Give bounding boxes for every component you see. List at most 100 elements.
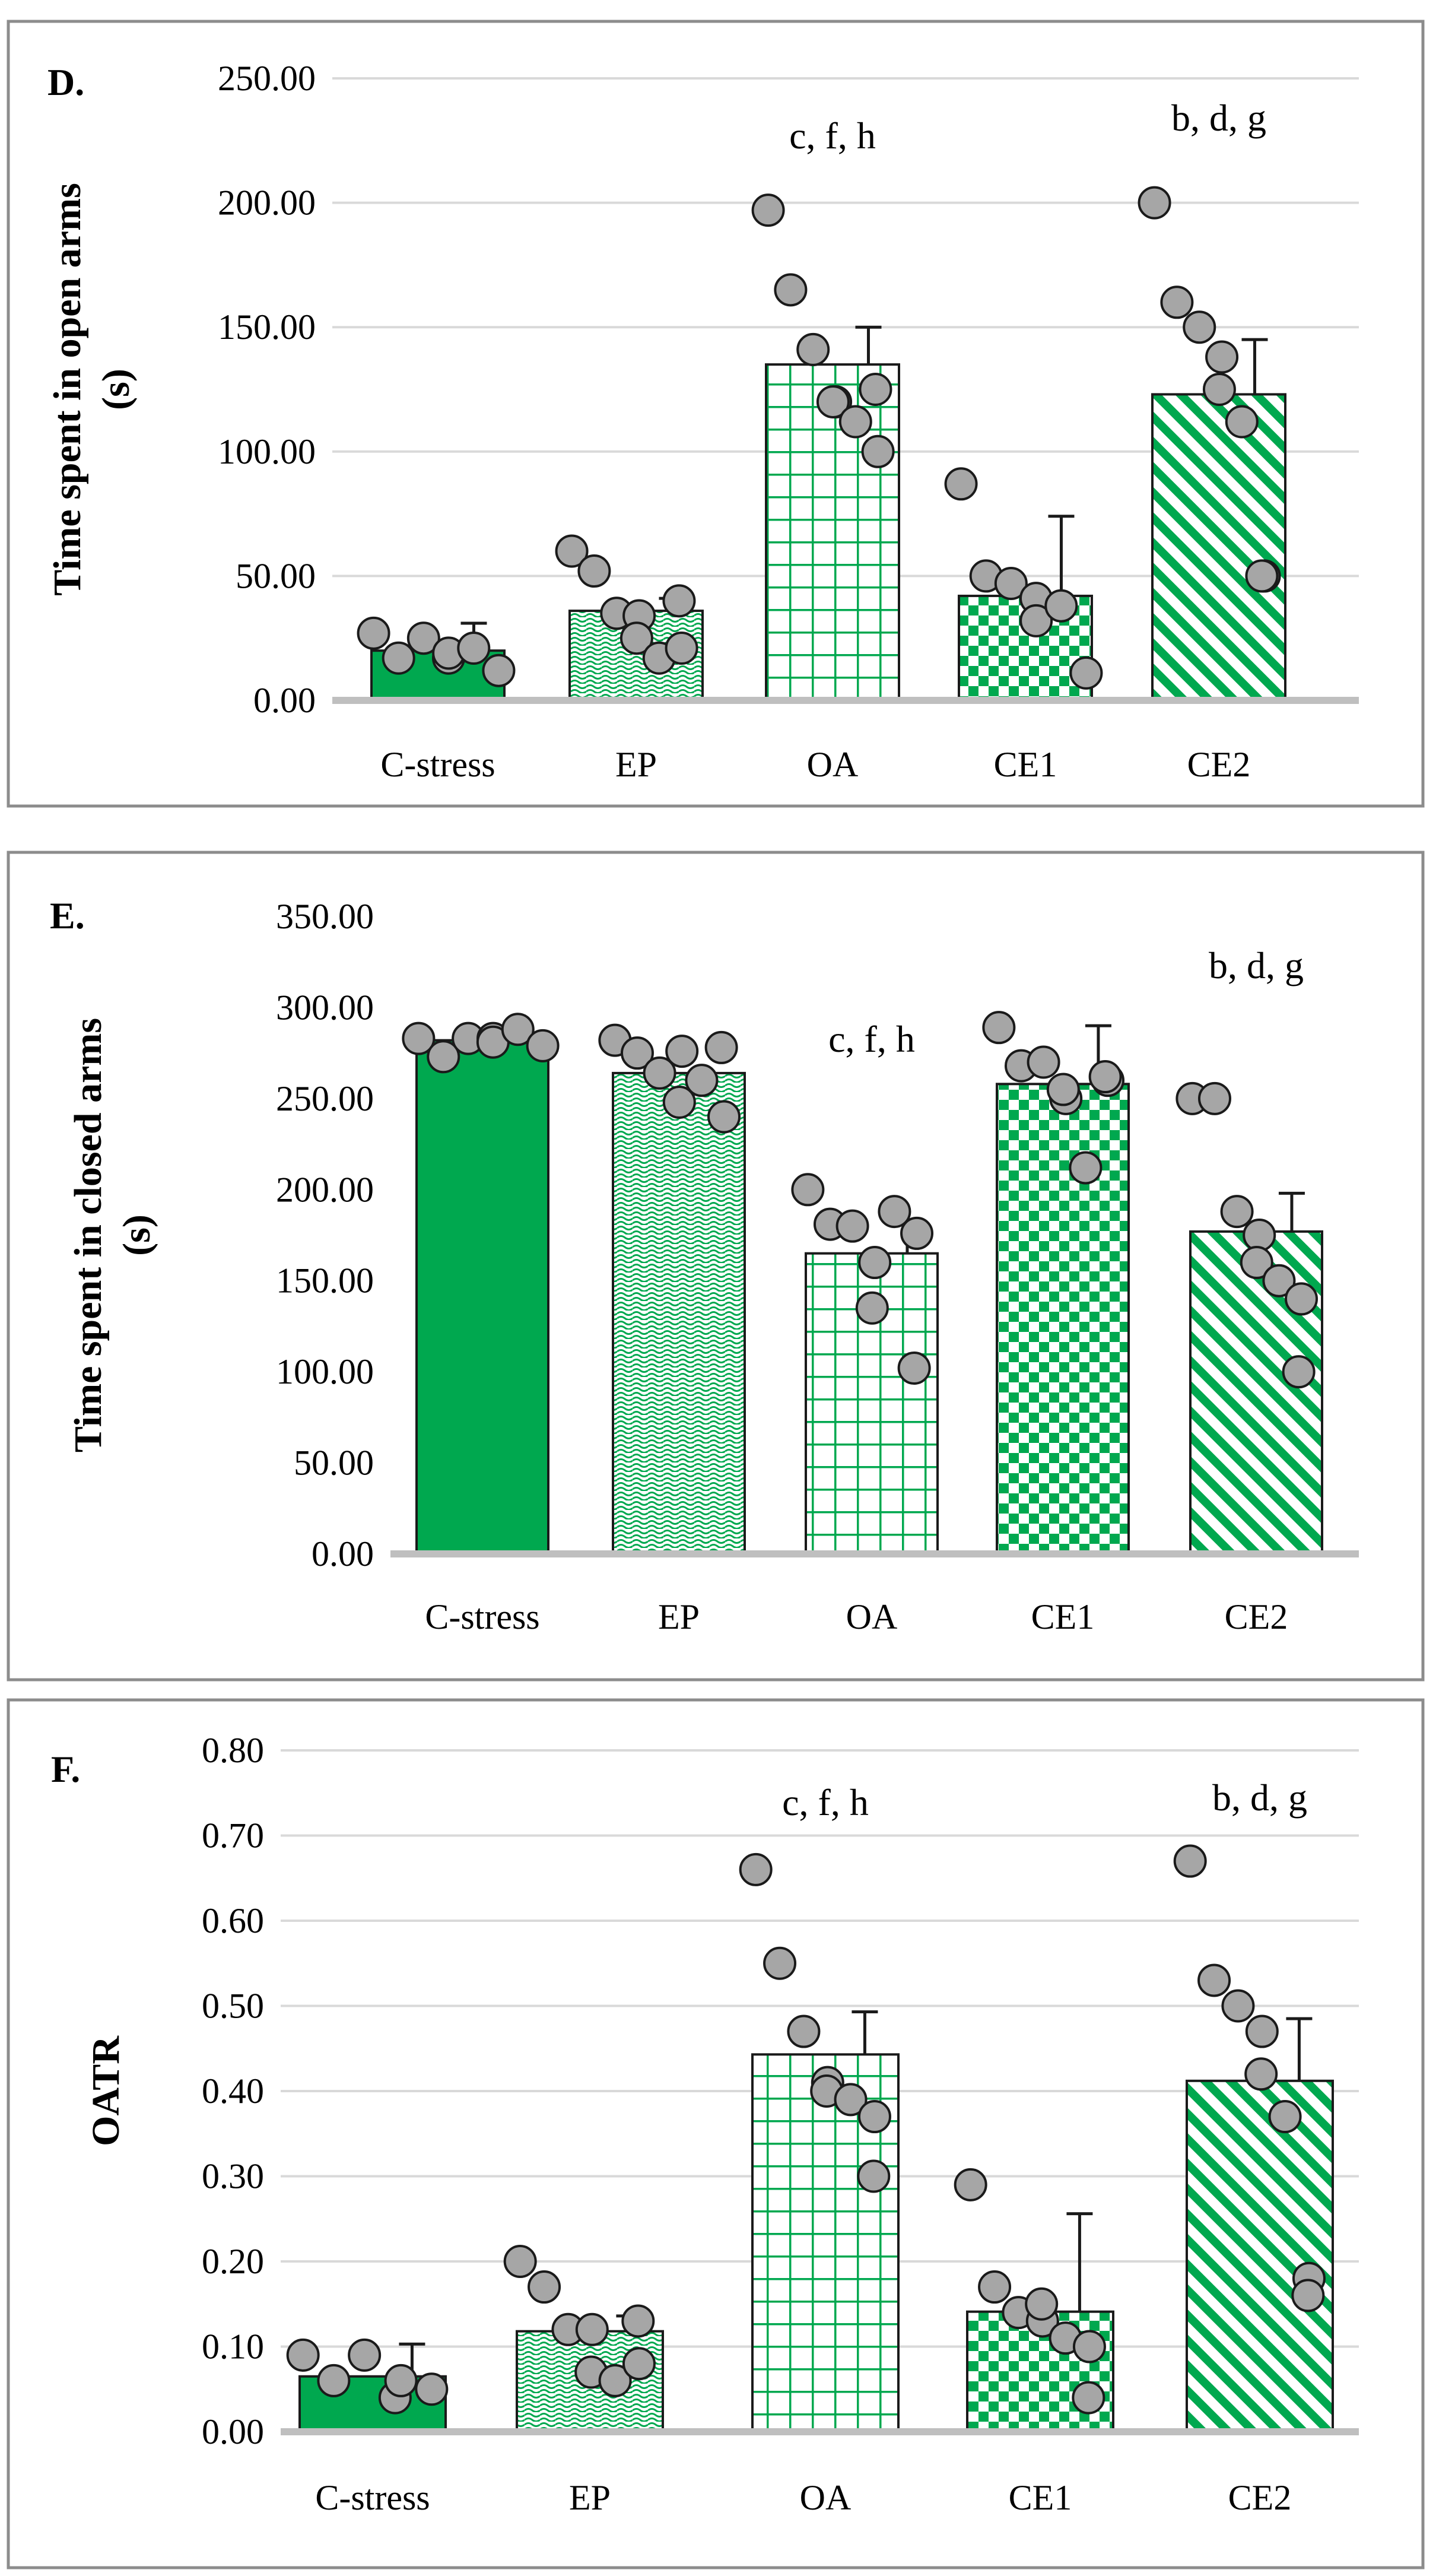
y-tick-label: 0.00: [312, 1534, 374, 1573]
data-point: [665, 1035, 699, 1068]
bar-c-stress: [415, 1039, 549, 1555]
data-point: [402, 1021, 436, 1055]
data-point: [858, 1246, 892, 1280]
chart-panel-f: 0.00 0.10 0.20 0.30 0.40 0.50 0.60 0.70 0.80 C-st…: [7, 1698, 1425, 2569]
data-point: [878, 1195, 911, 1229]
data-point: [457, 631, 491, 665]
data-point: [317, 2364, 351, 2397]
y-axis-title: Time spent in closed arms (s): [66, 1018, 158, 1452]
data-point: [774, 273, 808, 307]
data-point: [861, 434, 895, 468]
data-point: [1027, 1045, 1060, 1079]
bar-ce2: [1186, 2079, 1334, 2433]
data-point: [1243, 1219, 1276, 1252]
x-tick-label: C-stress: [315, 2478, 430, 2517]
data-point: [1240, 1246, 1273, 1280]
y-tick-label: 100.00: [218, 432, 316, 471]
data-point: [575, 2312, 609, 2346]
x-tick-label: CE2: [1228, 2478, 1292, 2517]
y-tick-label: 0.50: [202, 1987, 264, 2026]
data-point: [1221, 1989, 1255, 2023]
data-point: [1205, 340, 1239, 374]
y-tick-label: 0.30: [202, 2157, 264, 2196]
data-point: [1225, 405, 1259, 439]
data-point: [482, 653, 516, 687]
y-tick-label: 0.60: [202, 1901, 264, 1940]
data-point: [1025, 2287, 1059, 2321]
bar-ce1: [996, 1083, 1130, 1555]
data-point: [900, 1216, 934, 1250]
significance-annotation: c, f, h: [828, 1018, 915, 1060]
data-point: [501, 1013, 535, 1046]
x-tick-label: CE2: [1187, 745, 1251, 784]
x-tick-label: CE2: [1225, 1597, 1288, 1636]
data-point: [384, 2364, 418, 2397]
data-point: [348, 2338, 382, 2372]
data-point: [528, 2270, 561, 2304]
y-tick-label: 200.00: [276, 1170, 374, 1209]
data-point: [787, 2015, 821, 2048]
data-point: [643, 1056, 676, 1090]
data-point: [763, 1946, 797, 1980]
data-point: [1202, 373, 1236, 406]
x-tick-label: CE1: [1009, 2478, 1072, 2517]
data-point: [791, 1173, 825, 1207]
data-point: [954, 2168, 987, 2201]
data-point: [415, 2372, 449, 2406]
data-point: [357, 616, 390, 650]
significance-annotation: b, d, g: [1212, 1776, 1307, 1819]
data-point: [1285, 1282, 1319, 1316]
data-point: [857, 2100, 891, 2134]
data-point: [978, 2270, 1012, 2304]
data-point: [1245, 2015, 1279, 2048]
data-point: [577, 554, 611, 588]
y-tick-label: 0.00: [202, 2412, 264, 2451]
x-tick-label: C-stress: [425, 1597, 539, 1636]
data-point: [1245, 559, 1279, 593]
data-point: [1197, 1963, 1231, 1997]
data-point: [1183, 310, 1216, 344]
chart-panel-d: 0.00 50.00 100.00 150.00 200.00 250.00 C-stres…: [7, 20, 1425, 808]
data-point: [382, 641, 415, 675]
data-point: [555, 534, 589, 568]
data-point: [834, 2083, 868, 2117]
significance-annotation: b, d, g: [1171, 97, 1266, 139]
panel-label: D.: [47, 61, 84, 103]
data-point: [526, 1029, 560, 1062]
data-point: [622, 2347, 656, 2381]
x-tick-label: OA: [807, 745, 859, 784]
data-point: [1282, 1355, 1316, 1389]
data-point: [1069, 656, 1103, 690]
data-point: [835, 1209, 869, 1243]
y-tick-label: 50.00: [236, 556, 316, 595]
data-point: [1197, 1081, 1231, 1115]
y-tick-label: 50.00: [294, 1444, 374, 1483]
x-tick-label: CE1: [1031, 1597, 1095, 1636]
y-tick-label: 0.20: [202, 2242, 264, 2281]
x-tick-label: OA: [846, 1597, 898, 1636]
data-point: [857, 2159, 891, 2193]
data-point: [286, 2338, 320, 2372]
data-point: [1173, 1844, 1207, 1878]
data-point: [838, 405, 872, 439]
panel-label: E.: [50, 894, 85, 937]
data-point: [816, 385, 850, 418]
significance-annotation: b, d, g: [1209, 944, 1304, 986]
chart-panel-e: 0.00 50.00 100.00 150.00 200.00 250.00 300.00 3…: [7, 851, 1425, 1682]
data-point: [619, 621, 653, 655]
data-point: [859, 373, 892, 406]
data-point: [944, 467, 978, 501]
data-point: [1088, 1060, 1122, 1094]
data-point: [598, 2364, 632, 2397]
data-point: [1138, 186, 1171, 220]
data-point: [751, 193, 785, 227]
data-point: [1069, 1151, 1103, 1185]
significance-annotation: c, f, h: [789, 115, 876, 157]
data-point: [897, 1352, 931, 1385]
data-point: [406, 621, 440, 655]
y-tick-label: 0.10: [202, 2327, 264, 2366]
x-tick-label: C-stress: [380, 745, 495, 784]
y-tick-label: 0.00: [253, 681, 316, 720]
data-point: [1220, 1195, 1254, 1229]
data-point: [704, 1030, 738, 1064]
